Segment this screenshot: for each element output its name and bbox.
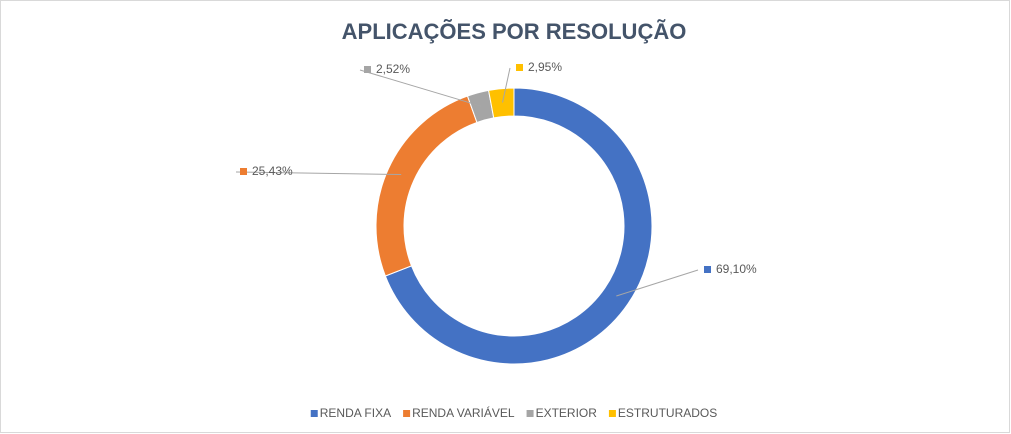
chart-title: APLICAÇÕES POR RESOLUÇÃO (342, 19, 687, 44)
data-label: 69,10% (716, 262, 757, 276)
legend-label: ESTRUTURADOS (618, 406, 717, 420)
label-swatch (704, 266, 711, 273)
label-swatch (364, 66, 371, 73)
data-label: 2,52% (376, 62, 410, 76)
leader-line (359, 69, 482, 107)
legend: RENDA FIXA RENDA VARIÁVEL EXTERIOR ESTRUTUR… (310, 405, 717, 420)
data-label: 2,95% (528, 60, 562, 74)
leader-line (235, 171, 402, 176)
leader-line (502, 67, 511, 103)
legend-swatch (526, 410, 534, 417)
label-swatch (240, 168, 247, 175)
legend-swatch (403, 410, 411, 417)
legend-label: RENDA VARIÁVEL (412, 405, 515, 420)
data-label: 25,43% (252, 164, 293, 178)
legend-swatch (608, 410, 616, 417)
donut-segment (384, 87, 653, 365)
leader-line (616, 269, 699, 297)
legend-label: EXTERIOR (536, 406, 598, 420)
label-swatch (516, 64, 523, 71)
donut-segment (487, 87, 515, 119)
legend-swatch (310, 410, 318, 417)
legend-label: RENDA FIXA (320, 406, 391, 420)
